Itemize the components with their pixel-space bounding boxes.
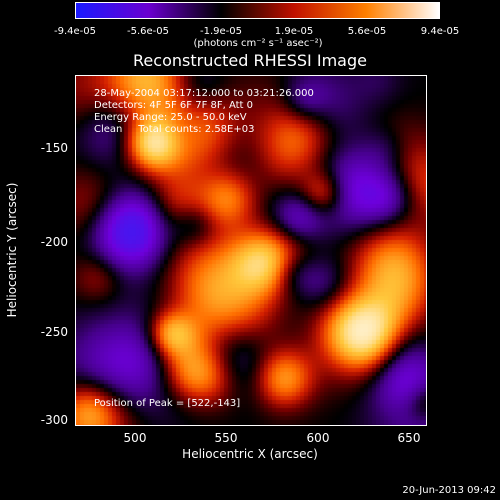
y-tick-label: -250 xyxy=(40,325,68,339)
footer-timestamp: 20-Jun-2013 09:42 xyxy=(402,485,496,496)
info-observation-time: 28-May-2004 03:17:12.000 to 03:21:26.000 xyxy=(94,88,314,99)
colorbar-tick-label: 5.6e-05 xyxy=(347,26,387,37)
colorbar-tick-label: -9.4e-05 xyxy=(54,26,96,37)
x-tick-label: 600 xyxy=(306,431,330,445)
plot-title: Reconstructed RHESSI Image xyxy=(133,51,367,70)
rhessi-image-heatmap xyxy=(76,76,426,425)
info-energy-range: Energy Range: 25.0 - 50.0 keV xyxy=(94,112,247,123)
y-tick-label: -150 xyxy=(40,141,68,155)
colorbar-tick-label: -1.9e-05 xyxy=(200,26,242,37)
x-tick-label: 550 xyxy=(214,431,238,445)
colorbar xyxy=(75,2,440,19)
y-tick-label: -200 xyxy=(40,235,68,249)
image-plot-area: 28-May-2004 03:17:12.000 to 03:21:26.000… xyxy=(75,75,427,426)
info-clean-counts: Clean Total counts: 2.58E+03 xyxy=(94,124,255,135)
x-tick-label: 650 xyxy=(397,431,421,445)
colorbar-unit-label: (photons cm⁻² s⁻¹ asec⁻²) xyxy=(193,38,323,49)
peak-position-label: Position of Peak = [522,-143] xyxy=(94,398,241,409)
x-tick-label: 500 xyxy=(123,431,147,445)
y-tick-label: -300 xyxy=(40,413,68,427)
colorbar-tick-label: 9.4e-05 xyxy=(420,26,460,37)
colorbar-tick-label: -5.6e-05 xyxy=(127,26,169,37)
x-axis-label: Heliocentric X (arcsec) xyxy=(182,447,318,461)
colorbar-tick-label: 1.9e-05 xyxy=(274,26,314,37)
y-axis-label: Heliocentric Y (arcsec) xyxy=(5,182,19,318)
info-detectors: Detectors: 4F 5F 6F 7F 8F, Att 0 xyxy=(94,100,254,111)
